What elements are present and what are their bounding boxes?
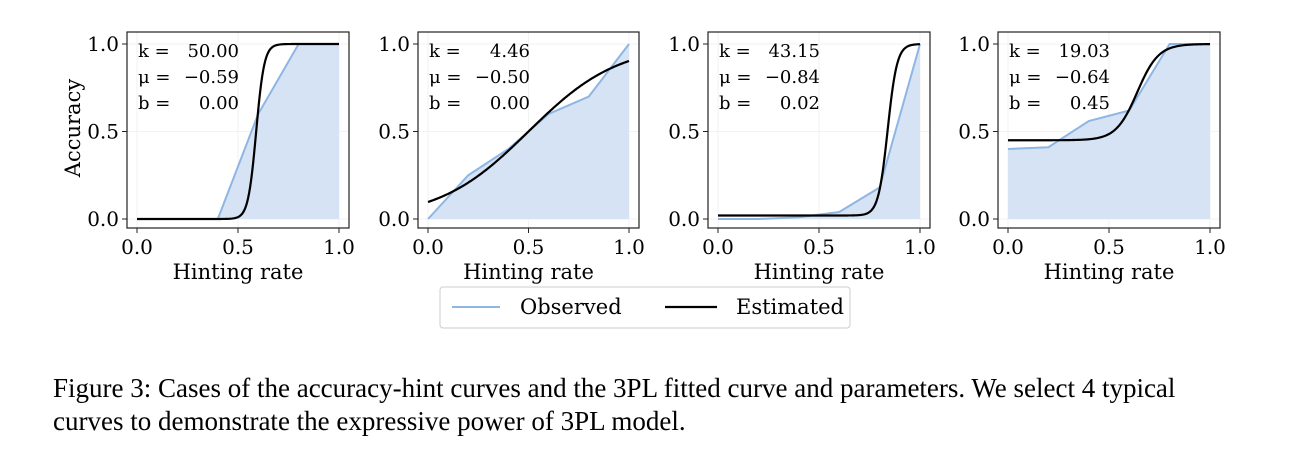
estimated-curve xyxy=(427,59,630,204)
y-tick-label: 1.0 xyxy=(668,32,700,56)
param-k-label: k = xyxy=(138,41,170,62)
param-b-value: 0.02 xyxy=(780,93,820,114)
x-axis-label: Hinting rate xyxy=(463,260,594,284)
figure-caption: Figure 3: Cases of the accuracy-hint cur… xyxy=(53,373,1176,436)
param-b-label: b = xyxy=(1009,93,1041,114)
y-tick-label: 1.0 xyxy=(958,32,990,56)
x-axis-label: Hinting rate xyxy=(754,260,885,284)
observed-area xyxy=(718,44,920,219)
chart-panel-1: 0.0 0.5 1.0 0.0 0.5 1.0 Hinting rate Accuracy k … xyxy=(61,31,355,284)
x-axis-label: Hinting rate xyxy=(173,260,304,284)
param-k-value: 50.00 xyxy=(187,41,239,62)
param-k-value: 19.03 xyxy=(1058,41,1110,62)
param-k-value: 4.46 xyxy=(490,41,530,62)
chart-panel-2: 0.0 0.5 1.0 0.0 0.5 1.0 Hinting rate k = 4.46 μ =… xyxy=(378,31,645,284)
observed-area xyxy=(1008,44,1210,219)
param-k-label: k = xyxy=(429,41,461,62)
legend-observed-label: Observed xyxy=(520,295,622,319)
estimated-curve xyxy=(137,42,339,221)
legend: Observed Estimated xyxy=(439,286,851,329)
legend-box xyxy=(439,286,851,329)
x-tick-label: 1.0 xyxy=(323,235,355,259)
y-tick-label: 1.0 xyxy=(87,32,119,56)
param-mu-label: μ = xyxy=(429,67,462,88)
chart-panel-3: 0.0 0.5 1.0 0.0 0.5 1.0 Hinting rate k = 43.15 μ … xyxy=(668,31,936,284)
param-mu-value: −0.84 xyxy=(765,67,820,88)
param-mu-value: −0.59 xyxy=(184,67,239,88)
y-tick-label: 0.5 xyxy=(87,120,119,144)
y-tick-label: 0.5 xyxy=(378,120,410,144)
estimated-curve xyxy=(718,43,921,217)
y-tick-label: 0.0 xyxy=(378,207,410,231)
param-k-value: 43.15 xyxy=(768,41,820,62)
y-tick-label: 0.5 xyxy=(958,120,990,144)
x-axis-label: Hinting rate xyxy=(1044,260,1175,284)
y-tick-label: 0.0 xyxy=(668,207,700,231)
param-b-value: 0.00 xyxy=(490,93,530,114)
x-tick-label: 0.0 xyxy=(412,235,444,259)
x-tick-label: 0.0 xyxy=(702,235,734,259)
param-b-label: b = xyxy=(429,93,461,114)
param-mu-label: μ = xyxy=(138,67,171,88)
param-b-label: b = xyxy=(138,93,170,114)
y-tick-label: 0.0 xyxy=(87,207,119,231)
x-tick-label: 0.5 xyxy=(1093,235,1125,259)
legend-estimated-label: Estimated xyxy=(736,295,844,319)
x-tick-label: 0.5 xyxy=(513,235,545,259)
x-tick-label: 1.0 xyxy=(904,235,936,259)
param-b-value: 0.00 xyxy=(199,93,239,114)
x-tick-label: 0.5 xyxy=(222,235,254,259)
y-tick-label: 1.0 xyxy=(378,32,410,56)
x-tick-label: 1.0 xyxy=(1194,235,1226,259)
param-k-label: k = xyxy=(1009,41,1041,62)
y-tick-label: 0.0 xyxy=(958,207,990,231)
x-tick-label: 1.0 xyxy=(613,235,645,259)
x-tick-label: 0.5 xyxy=(803,235,835,259)
figure-panels: 0.0 0.5 1.0 0.0 0.5 1.0 Hinting rate Accuracy k … xyxy=(61,31,1226,329)
param-b-label: b = xyxy=(719,93,751,114)
param-mu-label: μ = xyxy=(1009,67,1042,88)
param-b-value: 0.45 xyxy=(1070,93,1110,114)
param-mu-value: −0.50 xyxy=(475,67,530,88)
param-mu-label: μ = xyxy=(719,67,752,88)
x-tick-label: 0.0 xyxy=(992,235,1024,259)
param-k-label: k = xyxy=(719,41,751,62)
chart-panel-4: 0.0 0.5 1.0 0.0 0.5 1.0 Hinting rate k = 19.03 μ … xyxy=(958,31,1226,284)
param-mu-value: −0.64 xyxy=(1055,67,1110,88)
y-axis-label: Accuracy xyxy=(61,79,85,179)
observed-area xyxy=(137,44,339,219)
observed-line xyxy=(1007,43,1210,150)
estimated-curve xyxy=(1008,43,1211,142)
x-tick-label: 0.0 xyxy=(121,235,153,259)
y-tick-label: 0.5 xyxy=(668,120,700,144)
